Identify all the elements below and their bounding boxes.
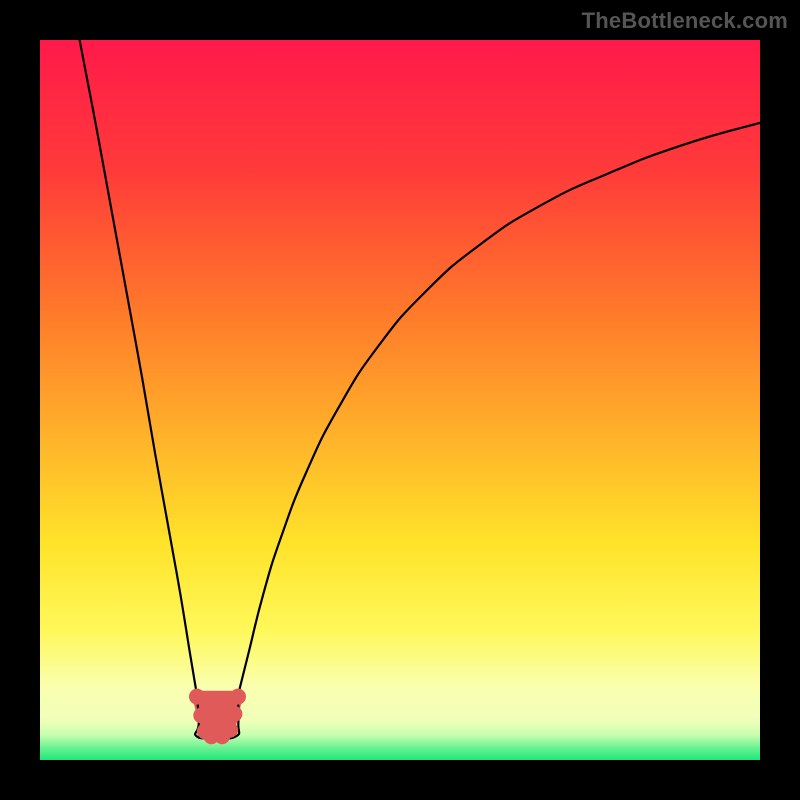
gradient-background [40,40,760,760]
curve-marker [222,722,238,738]
curve-marker [193,707,209,723]
chart-svg [40,40,760,760]
chart-frame: TheBottleneck.com [0,0,800,800]
plot-area [40,40,760,760]
curve-marker [226,706,242,722]
curve-marker [189,689,205,705]
curve-marker [230,689,246,705]
watermark-text: TheBottleneck.com [582,8,788,34]
